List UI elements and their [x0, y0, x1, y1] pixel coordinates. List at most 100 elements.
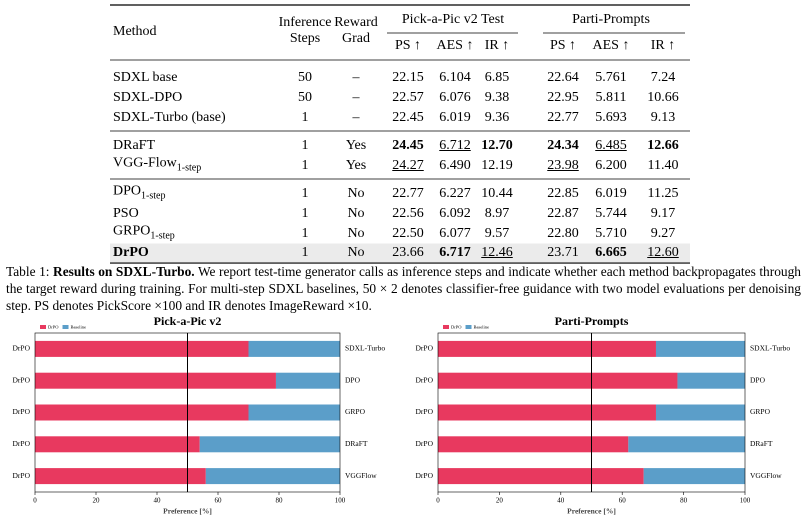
method-cell: SDXL-DPO — [113, 90, 182, 106]
category-label: DrPO — [12, 439, 30, 448]
method-subscript: 1-step — [176, 162, 202, 174]
bar-segment — [677, 372, 745, 389]
bar-segment — [35, 404, 249, 421]
table-cell: 6.85 — [484, 70, 510, 85]
table-cell: 6.019 — [439, 110, 471, 125]
method-cell: SDXL-Turbo (base) — [113, 110, 226, 126]
method-name: DPO — [113, 183, 142, 199]
table-cell: 22.50 — [392, 226, 424, 241]
x-tick-label: 20 — [93, 497, 101, 505]
x-tick-label: 80 — [680, 497, 688, 505]
x-tick-label: 40 — [557, 497, 565, 505]
table-cell: 6.077 — [439, 226, 471, 241]
table-cell: 12.60 — [647, 245, 679, 260]
legend-swatch — [465, 325, 472, 329]
header-metric: PS ↑ — [394, 38, 422, 53]
category-label: DrPO — [12, 375, 30, 384]
x-tick-label: 60 — [619, 497, 627, 505]
table-cell: 1 — [301, 206, 309, 221]
table-cell: 6.717 — [439, 245, 471, 260]
table-cell: 22.56 — [392, 206, 424, 221]
header-steps: Inference Steps — [278, 15, 332, 46]
header-group: Parti-Prompts — [572, 12, 650, 27]
bar-segment — [438, 372, 678, 389]
category-label: DrPO — [12, 471, 30, 480]
table-cell: 22.95 — [547, 90, 579, 105]
table-cell: 6.076 — [439, 90, 471, 105]
table-cell: 22.85 — [547, 186, 579, 201]
header-method: Method — [113, 24, 157, 39]
table-cell: 22.15 — [392, 70, 424, 85]
table-cell: 5.761 — [595, 70, 627, 85]
method-subscript: 1-step — [141, 190, 166, 202]
table-cell: No — [347, 186, 365, 201]
table-cell: 22.87 — [547, 206, 579, 221]
bar-segment — [205, 468, 340, 485]
table-cell: 5.811 — [595, 90, 627, 105]
table-cell: 1 — [301, 245, 309, 260]
table-cell: 1 — [301, 158, 309, 173]
method-subscript: 1-step — [150, 230, 175, 242]
bar-segment — [35, 468, 206, 485]
table-cell: 24.45 — [392, 138, 424, 153]
table-cell: 23.71 — [547, 245, 579, 260]
bar-segment — [438, 436, 629, 453]
caption-title: Results on SDXL-Turbo. — [53, 264, 195, 279]
method-name: DrPO — [113, 245, 149, 260]
table-cell: 24.34 — [547, 138, 579, 153]
bar-segment — [643, 468, 745, 485]
table-cell: 6.490 — [439, 158, 471, 173]
table-cell: 6.665 — [595, 245, 627, 260]
table-cell: 9.36 — [484, 110, 510, 125]
table-cell: Yes — [345, 138, 367, 153]
right-label: SDXL-Turbo — [345, 344, 385, 353]
legend-swatch — [443, 325, 449, 329]
right-label: VGGFlow — [345, 471, 377, 480]
right-label: DPO — [345, 375, 361, 384]
table-cell: 1 — [301, 138, 309, 153]
table-cell: No — [347, 245, 365, 260]
table-cell: 7.24 — [650, 70, 676, 85]
table-cell: 23.66 — [392, 245, 424, 260]
method-name: PSO — [113, 206, 139, 221]
x-tick-label: 20 — [496, 497, 504, 505]
x-axis-label: Preference [%] — [163, 507, 212, 516]
method-cell: VGG-Flow1-step — [113, 156, 201, 177]
x-tick-label: 0 — [33, 497, 37, 505]
table-cell: 1 — [301, 110, 309, 125]
table-cell: 12.66 — [647, 138, 679, 153]
right-label: SDXL-Turbo — [750, 344, 790, 353]
bar-segment — [655, 404, 745, 421]
category-label: DrPO — [415, 375, 433, 384]
method-cell: SDXL base — [113, 70, 177, 86]
table-cell: 9.38 — [484, 90, 510, 105]
method-name: SDXL base — [113, 70, 178, 85]
bar-segment — [199, 436, 340, 453]
table-cell: 1 — [301, 186, 309, 201]
table-cell: 5.710 — [595, 226, 627, 241]
table-cell: 10.44 — [481, 186, 513, 201]
row-highlight — [110, 243, 690, 263]
category-label: DrPO — [415, 407, 433, 416]
header-metric: IR ↑ — [650, 38, 676, 53]
caption: Table 1: Results on SDXL-Turbo. We repor… — [6, 263, 801, 314]
table-cell: – — [352, 70, 360, 85]
table-cell: 23.98 — [547, 158, 579, 173]
bar-segment — [248, 340, 340, 357]
legend-label: Baseline — [71, 325, 87, 330]
bar-segment — [248, 404, 340, 421]
table-cell: 6.712 — [439, 138, 471, 153]
x-tick-label: 40 — [154, 497, 162, 505]
chart-title: Pick-a-Pic v2 — [154, 314, 222, 328]
method-name: DRaFT — [113, 138, 155, 153]
caption-text: We report test-time generator calls as i… — [6, 264, 801, 313]
table-cell: 6.092 — [439, 206, 471, 221]
legend-swatch — [40, 325, 46, 329]
table-cell: 6.200 — [595, 158, 627, 173]
table-cell: 8.97 — [484, 206, 510, 221]
table-cell: 6.104 — [439, 70, 471, 85]
bar-segment — [438, 404, 656, 421]
table-cell: 9.57 — [484, 226, 510, 241]
header-group: Pick-a-Pic v2 Test — [401, 12, 505, 27]
